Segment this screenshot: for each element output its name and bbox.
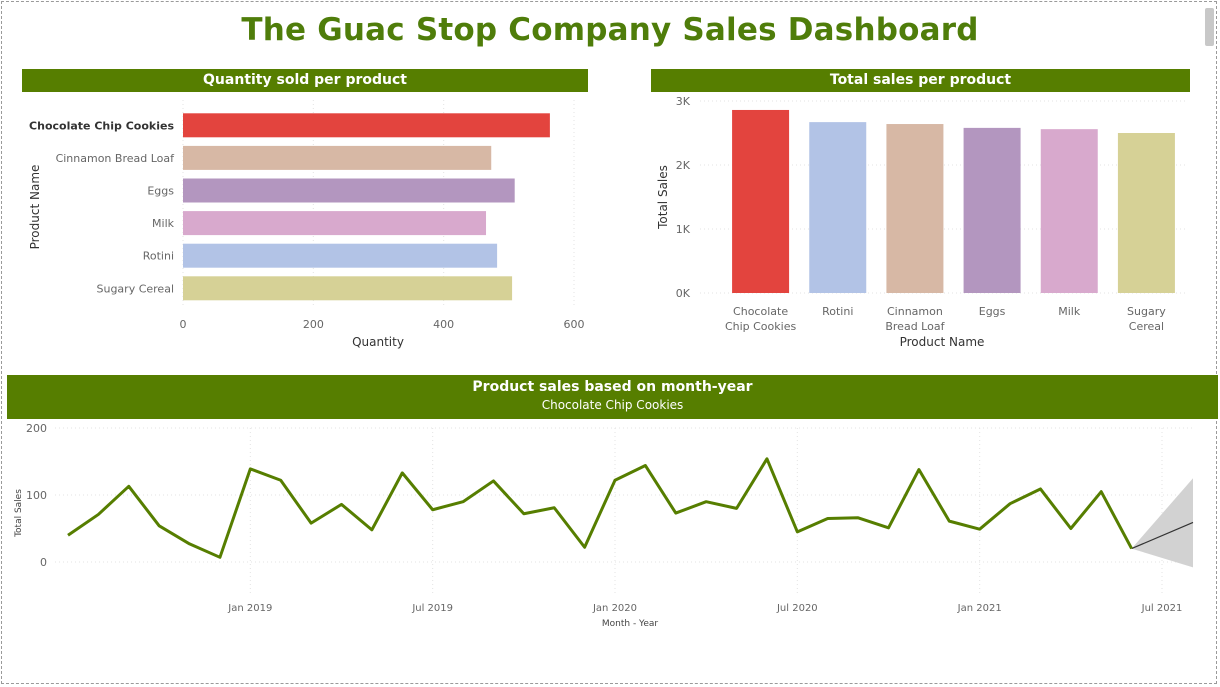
- sales-y-tick-label: 1K: [676, 223, 691, 236]
- sales-bar[interactable]: [732, 109, 790, 294]
- vertical-scrollbar[interactable]: [1205, 8, 1214, 46]
- sales-category-label: Cinnamon: [887, 305, 943, 318]
- sales-bar[interactable]: [1117, 133, 1175, 293]
- forecast-confidence-band: [1131, 478, 1193, 568]
- quantity-bar[interactable]: [183, 178, 515, 203]
- monthly-x-tick-label: Jan 2019: [227, 603, 272, 614]
- monthly-y-axis-title: Total Sales: [14, 489, 24, 538]
- monthly-x-axis-title: Month - Year: [602, 619, 659, 629]
- monthly-chart-title: Product sales based on month-year: [472, 379, 753, 395]
- sales-bar[interactable]: [809, 122, 867, 294]
- quantity-category-label: Chocolate Chip Cookies: [29, 119, 174, 132]
- sales-category-label: Sugary: [1127, 305, 1166, 318]
- sales-bar[interactable]: [1040, 129, 1098, 293]
- quantity-bar[interactable]: [183, 276, 513, 301]
- sales-bar[interactable]: [963, 127, 1021, 293]
- quantity-category-label: Cinnamon Bread Loaf: [56, 152, 176, 165]
- quantity-x-tick-label: 0: [180, 318, 187, 331]
- quantity-category-label: Rotini: [143, 250, 174, 263]
- quantity-category-label: Eggs: [147, 185, 174, 198]
- forecast-line: [1131, 521, 1194, 550]
- sales-chart-banner: Total sales per product: [651, 69, 1190, 92]
- sales-category-label: Eggs: [979, 305, 1006, 318]
- quantity-category-label: Milk: [152, 217, 175, 230]
- sales-y-axis-title: Total Sales: [656, 165, 670, 230]
- sales-x-axis-title: Product Name: [900, 335, 985, 349]
- monthly-y-tick-label: 0: [40, 556, 47, 569]
- sales-chart-title: Total sales per product: [829, 72, 1012, 88]
- monthly-y-tick-label: 100: [26, 489, 47, 502]
- quantity-y-axis-title: Product Name: [28, 165, 42, 250]
- quantity-bar[interactable]: [183, 243, 498, 268]
- sales-category-label: Chocolate: [733, 305, 788, 318]
- monthly-x-tick-label: Jul 2020: [776, 603, 818, 614]
- quantity-x-tick-label: 400: [433, 318, 454, 331]
- quantity-bar[interactable]: [183, 211, 487, 236]
- sales-category-label: Milk: [1058, 305, 1081, 318]
- sales-category-label: Bread Loaf: [885, 320, 945, 333]
- quantity-x-tick-label: 200: [303, 318, 324, 331]
- monthly-x-tick-label: Jul 2019: [411, 603, 453, 614]
- sales-y-tick-label: 3K: [676, 95, 691, 108]
- quantity-chart-title: Quantity sold per product: [203, 72, 407, 88]
- dashboard-title: The Guac Stop Company Sales Dashboard: [241, 12, 979, 48]
- monthly-x-tick-label: Jan 2020: [592, 603, 637, 614]
- quantity-x-tick-label: 600: [564, 318, 585, 331]
- sales-category-label: Cereal: [1129, 320, 1164, 333]
- sales-category-label: Chip Cookies: [725, 320, 797, 333]
- quantity-chart-banner: Quantity sold per product: [22, 69, 588, 92]
- monthly-sales-line[interactable]: [67, 457, 1133, 559]
- monthly-chart-banner: Product sales based on month-year Chocol…: [7, 375, 1218, 419]
- monthly-x-tick-label: Jan 2021: [957, 603, 1002, 614]
- sales-bar[interactable]: [886, 124, 944, 293]
- monthly-y-tick-label: 200: [26, 422, 47, 435]
- quantity-x-axis-title: Quantity: [352, 335, 404, 349]
- quantity-bar[interactable]: [183, 113, 550, 138]
- monthly-x-tick-label: Jul 2021: [1141, 603, 1183, 614]
- quantity-category-label: Sugary Cereal: [97, 282, 175, 295]
- sales-y-tick-label: 2K: [676, 159, 691, 172]
- sales-y-tick-label: 0K: [676, 287, 691, 300]
- quantity-bar[interactable]: [183, 145, 492, 170]
- monthly-chart-subtitle: Chocolate Chip Cookies: [541, 398, 684, 412]
- sales-category-label: Rotini: [822, 305, 853, 318]
